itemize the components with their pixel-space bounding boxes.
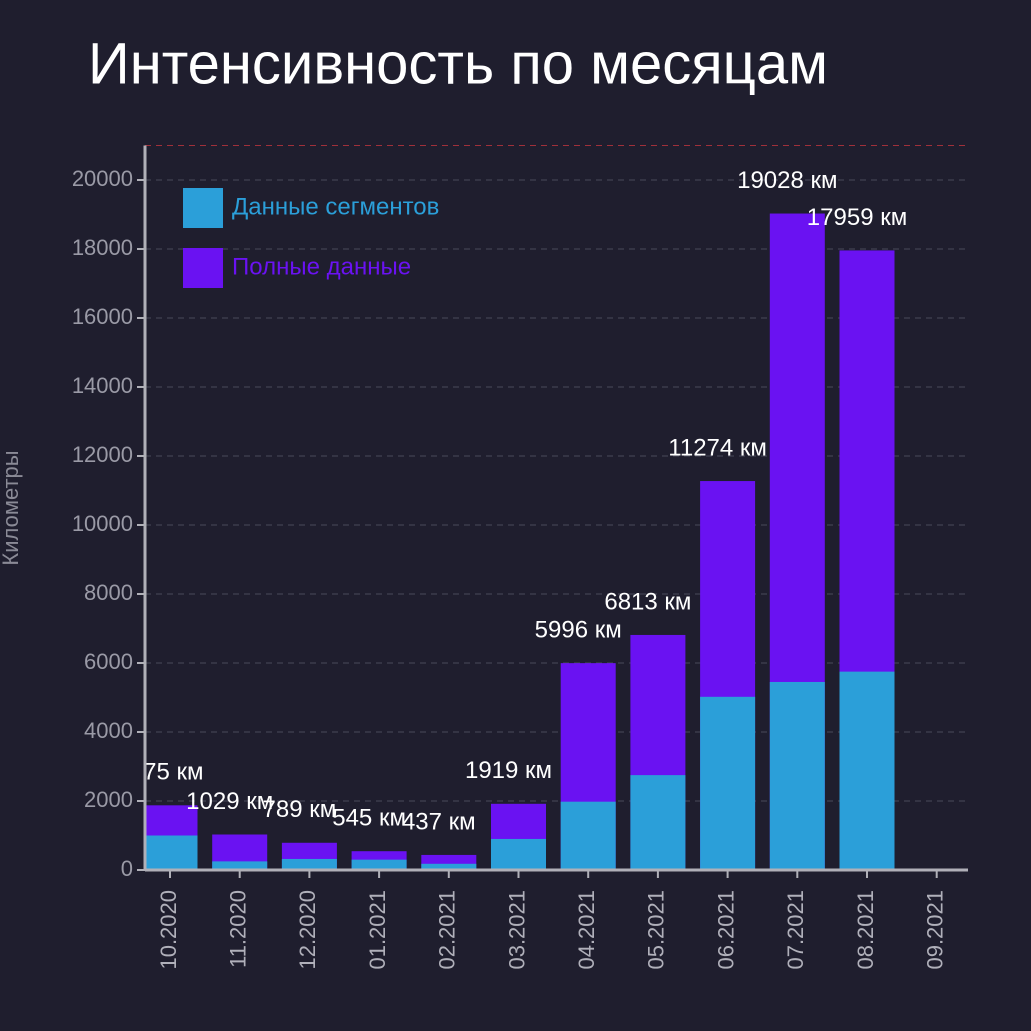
bar	[145, 835, 198, 870]
x-tick-label: 12.2020	[295, 890, 320, 970]
bar	[351, 859, 407, 870]
data-label: 17959 км	[807, 204, 907, 231]
y-tick-label: 2000	[84, 787, 133, 812]
data-label: 19028 км	[737, 167, 837, 194]
bar	[281, 858, 337, 870]
x-tick-label: 09.2021	[923, 890, 948, 970]
y-tick-label: 8000	[84, 580, 133, 605]
bar	[212, 861, 268, 870]
x-tick-label: 05.2021	[644, 890, 669, 970]
y-tick-label: 6000	[84, 649, 133, 674]
x-tick-label: 11.2020	[226, 890, 251, 968]
y-tick-label: 14000	[72, 373, 133, 398]
bar	[560, 801, 616, 870]
bar	[769, 681, 825, 870]
chart-title: Интенсивность по месяцам	[88, 31, 828, 96]
bar	[839, 671, 895, 870]
legend-label: Данные сегментов	[232, 193, 439, 220]
bar	[491, 838, 546, 870]
data-label: 6813 км	[604, 588, 691, 615]
y-tick-label: 0	[121, 856, 133, 881]
x-tick-label: 02.2021	[435, 890, 460, 970]
legend-swatch	[183, 248, 223, 288]
x-tick-label: 04.2021	[574, 890, 599, 970]
bar	[630, 775, 686, 870]
data-label: 789 км	[263, 796, 337, 823]
data-label: 1875 км	[116, 759, 203, 786]
data-label: 5996 км	[535, 616, 622, 643]
y-tick-label: 16000	[72, 304, 133, 329]
legend-label: Полные данные	[232, 253, 411, 280]
y-tick-label: 10000	[72, 511, 133, 536]
data-label: 1029 км	[186, 788, 273, 815]
x-tick-label: 06.2021	[713, 890, 738, 970]
y-axis-label: Километры	[0, 450, 23, 565]
data-label: 545 км	[332, 805, 406, 832]
x-tick-label: 07.2021	[783, 890, 808, 970]
x-tick-label: 03.2021	[504, 890, 529, 970]
legend-swatch	[183, 188, 223, 228]
y-tick-label: 4000	[84, 718, 133, 743]
data-label: 1919 км	[465, 757, 552, 784]
y-tick-label: 18000	[72, 235, 133, 260]
data-label: 437 км	[402, 808, 476, 835]
bar	[700, 696, 756, 870]
data-label: 11274 км	[668, 434, 767, 461]
x-tick-label: 10.2020	[156, 890, 181, 970]
y-tick-label: 12000	[72, 442, 133, 467]
x-tick-label: 08.2021	[853, 890, 878, 970]
x-tick-label: 01.2021	[365, 890, 390, 970]
bar	[421, 863, 477, 870]
y-tick-label: 20000	[72, 166, 133, 191]
